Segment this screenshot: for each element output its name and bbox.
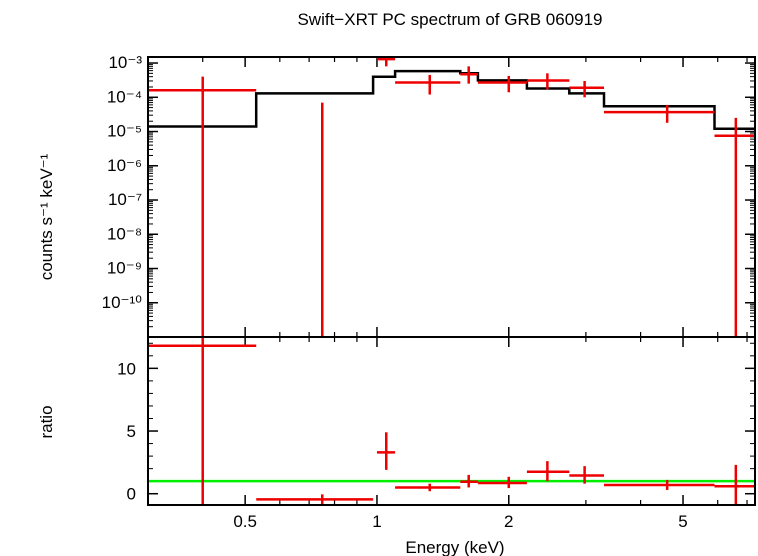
- ratio-ticks: 0 5 10: [117, 337, 755, 505]
- y-tick-label: 10: [117, 359, 136, 378]
- x-tick-labels: 0.5 1 2 5: [233, 512, 687, 531]
- spectrum-data: [148, 57, 755, 337]
- spectrum-panel: 10⁻³ 10⁻⁴ 10⁻⁵ 10⁻⁶ 10⁻⁷ 10⁻⁸ 10⁻⁹ 10⁻¹⁰: [102, 53, 756, 338]
- y-tick-label: 10⁻⁸: [107, 224, 142, 243]
- x-axis-title: Energy (keV): [405, 538, 504, 556]
- y-tick-label: 10⁻⁵: [107, 122, 142, 141]
- ratio-y-axis-title: ratio: [37, 405, 56, 438]
- y-tick-label: 10⁻⁶: [107, 156, 142, 175]
- y-tick-label: 10⁻⁴: [107, 87, 142, 106]
- y-tick-label: 10⁻¹⁰: [102, 293, 143, 312]
- x-tick-label: 0.5: [233, 512, 257, 531]
- model-curve: [148, 69, 755, 131]
- x-tick-label: 1: [372, 512, 381, 531]
- x-tick-label: 5: [678, 512, 687, 531]
- x-tick-label: 2: [504, 512, 513, 531]
- y-tick-label: 10⁻⁹: [107, 259, 142, 278]
- y-tick-label: 5: [127, 422, 136, 441]
- y-tick-label: 0: [127, 485, 136, 504]
- spectrum-y-axis-title: counts s⁻¹ keV⁻¹: [37, 153, 56, 280]
- spectrum-panel-frame: [147, 56, 756, 338]
- chart-title: Swift−XRT PC spectrum of GRB 060919: [297, 10, 602, 29]
- y-tick-label: 10⁻⁷: [108, 190, 142, 209]
- spectrum-ticks: 10⁻³ 10⁻⁴ 10⁻⁵ 10⁻⁶ 10⁻⁷ 10⁻⁸ 10⁻⁹ 10⁻¹⁰: [102, 53, 755, 337]
- ratio-data: [148, 337, 755, 505]
- ratio-panel-frame: [147, 336, 756, 506]
- ratio-panel: 0 5 10: [117, 336, 756, 506]
- y-tick-label: 10⁻³: [108, 53, 142, 72]
- spectrum-model: [148, 69, 755, 131]
